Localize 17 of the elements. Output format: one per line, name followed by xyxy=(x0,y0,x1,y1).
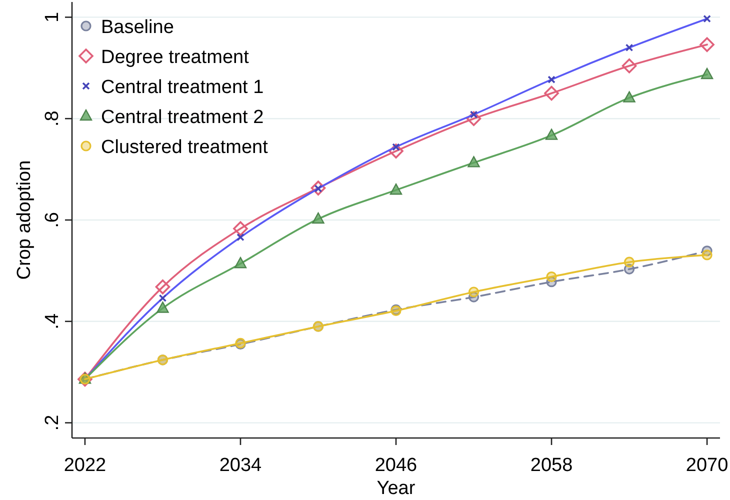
x-axis-title: Year xyxy=(376,478,416,499)
x-tick-label: 2046 xyxy=(374,455,418,476)
y-axis-title: Crop adoption xyxy=(14,160,35,280)
y-tick-label: .6 xyxy=(42,212,63,228)
y-tick-label: .8 xyxy=(42,110,63,127)
legend-label: Degree treatment xyxy=(101,47,250,68)
legend-label: Central treatment 1 xyxy=(101,77,264,98)
x-tick-label: 2058 xyxy=(530,455,573,476)
y-tick-label: 1 xyxy=(42,12,63,22)
y-tick-label: .2 xyxy=(42,414,63,431)
x-tick-label: 2070 xyxy=(686,455,728,476)
legend-label: Baseline xyxy=(101,17,174,38)
legend-label: Central treatment 2 xyxy=(101,107,264,128)
y-tick-label: .4 xyxy=(42,313,63,330)
x-tick-label: 2034 xyxy=(219,455,262,476)
legend-label: Clustered treatment xyxy=(101,137,269,158)
x-tick-label: 2022 xyxy=(64,455,106,476)
